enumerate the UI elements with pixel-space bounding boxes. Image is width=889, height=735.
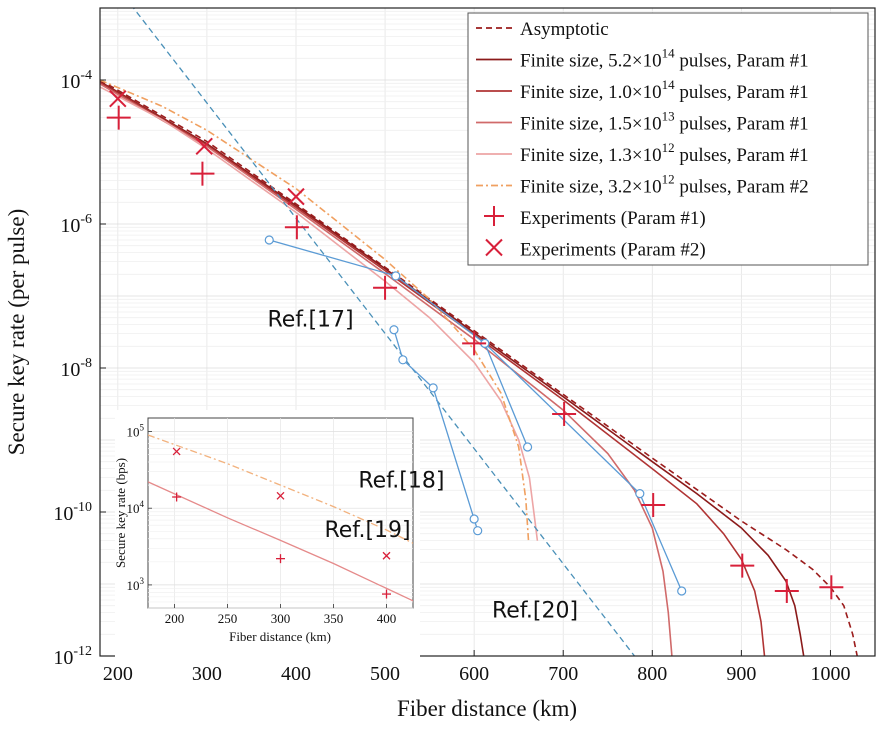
inset-x-tick-label: 400 [377, 611, 397, 626]
reference-point-ref20 [677, 586, 687, 596]
experiment-marker-param2 [195, 137, 213, 156]
y-tick-label: 10-12 [53, 644, 92, 669]
legend-box [467, 12, 869, 266]
inset-x-tick-label: 300 [271, 611, 291, 626]
legend-label-fs5: Finite size, 3.2×1012 pulses, Param #2 [520, 172, 809, 198]
series-line-fs2 [100, 81, 766, 656]
reference-curves [132, 8, 687, 656]
reference-line-plob [132, 8, 636, 656]
x-tick-label: 600 [459, 663, 489, 685]
inset-x-axis-label: Fiber distance (km) [229, 629, 331, 644]
reference-label-ref17: Ref.[17] [267, 307, 353, 332]
experiment-markers [106, 89, 844, 603]
series-line-fs1 [100, 80, 805, 656]
reference-point-ref19 [469, 514, 479, 524]
plot-border [99, 7, 876, 657]
inset-x-tick-label: 350 [324, 611, 344, 626]
series-line-fs3 [100, 83, 673, 656]
inset-y-axis-label: Secure key rate (bps) [113, 458, 128, 568]
x-tick-label: 1000 [810, 663, 850, 685]
y-axis-ticks: 10-4 10-6 10-8 10-10 10-12 [53, 68, 106, 669]
x-axis-label: Fiber distance (km) [397, 696, 577, 721]
x-tick-label: 300 [192, 663, 222, 685]
legend-swatch-exp2 [485, 238, 503, 257]
reference-point-ref18 [391, 271, 401, 281]
x-tick-label: 200 [103, 663, 133, 685]
y-tick-label: 10-4 [60, 68, 92, 93]
inset-grid [148, 418, 413, 609]
reference-point-ref19 [428, 383, 438, 393]
series-line-asymptotic [100, 79, 858, 656]
reference-line-ref17 [269, 239, 396, 277]
inset-experiment-markers [172, 447, 391, 599]
x-tick-label: 700 [548, 663, 578, 685]
legend-label-exp2: Experiments (Param #2) [520, 240, 706, 261]
inset-experiment-marker-param2 [382, 551, 391, 560]
reference-point-ref19 [473, 526, 483, 536]
series-line-fs4 [100, 86, 539, 541]
legend: Asymptotic Finite size, 5.2×1014 pulses, … [467, 12, 869, 266]
reference-label-ref18: Ref.[18] [358, 468, 444, 493]
reference-point-ref19 [389, 325, 399, 335]
inset-x-tick-label: 200 [165, 611, 185, 626]
legend-label-exp1: Experiments (Param #1) [520, 208, 706, 229]
y-tick-label: 10-10 [53, 500, 92, 525]
inset-series-line-inset_p2 [148, 434, 413, 544]
legend-label-fs4: Finite size, 1.3×1012 pulses, Param #1 [520, 140, 809, 166]
x-tick-label: 500 [370, 663, 400, 685]
inset-x-tick-label: 250 [218, 611, 238, 626]
reference-point-ref17 [264, 235, 274, 245]
reference-label-ref19: Ref.[19] [324, 518, 410, 543]
inset-chart: 200 250 300 350 400 103 104 105 Fiber distance … [113, 410, 420, 660]
series-lines [100, 79, 858, 656]
inset-series-line-inset_p1 [148, 481, 413, 602]
legend-label-asymptotic: Asymptotic [520, 19, 609, 40]
x-tick-label: 400 [281, 663, 311, 685]
legend-label-fs2: Finite size, 1.0×1014 pulses, Param #1 [520, 77, 809, 103]
reference-point-ref19 [398, 355, 408, 365]
y-axis-label: Secure key rate (per pulse) [4, 209, 29, 456]
inset-y-tick-label: 104 [127, 499, 145, 516]
inset-ticks: 200 250 300 350 400 103 104 105 [127, 423, 397, 626]
inset-experiment-marker-param2 [276, 491, 285, 500]
reference-labels: Ref.[17] Ref.[18] Ref.[19] Ref.[20] [267, 307, 578, 623]
inset-series-lines [148, 434, 413, 602]
reference-label-ref20: Ref.[20] [492, 599, 578, 624]
legend-label-fs3: Finite size, 1.5×1013 pulses, Param #1 [520, 109, 809, 135]
series-line-fs5 [100, 79, 530, 541]
experiment-marker-param2 [287, 187, 305, 206]
x-tick-label: 800 [637, 663, 667, 685]
inset-y-tick-label: 105 [127, 423, 145, 440]
x-tick-label: 900 [726, 663, 756, 685]
y-tick-label: 10-8 [60, 356, 92, 381]
reference-point-ref18 [522, 442, 533, 452]
experiment-marker-param2 [109, 89, 127, 108]
legend-label-fs1: Finite size, 5.2×1014 pulses, Param #1 [520, 46, 809, 72]
y-tick-label: 10-6 [60, 212, 92, 237]
inset-y-tick-label: 103 [127, 576, 145, 593]
reference-point-ref20 [635, 489, 645, 499]
inset-experiment-marker-param2 [172, 447, 181, 456]
